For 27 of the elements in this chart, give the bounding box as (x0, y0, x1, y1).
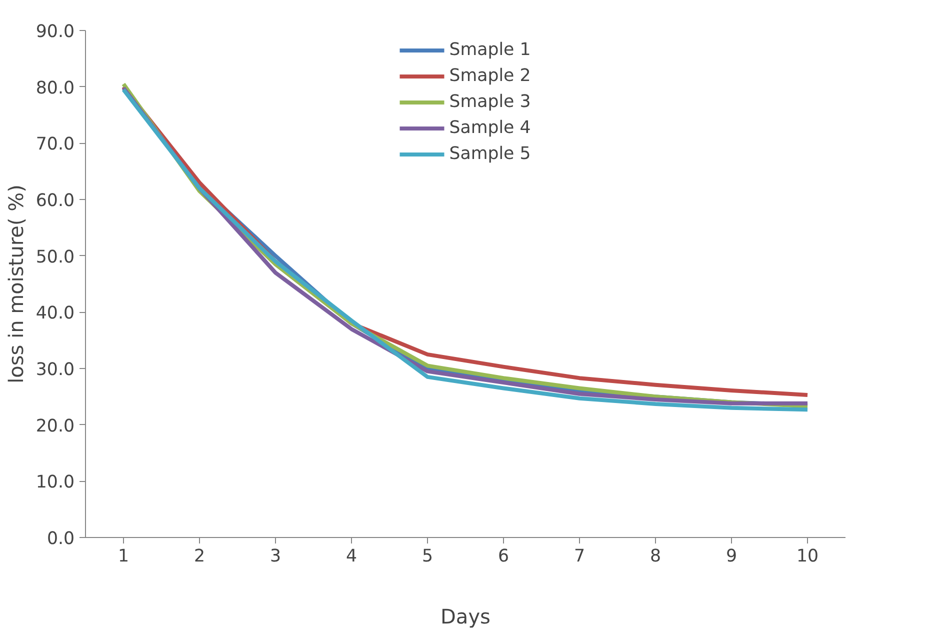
legend-label: Smaple 2 (449, 66, 531, 86)
x-tick-label: 7 (574, 546, 586, 566)
x-tick-label: 3 (270, 546, 282, 566)
y-tick-label: 20.0 (36, 416, 75, 436)
x-tick-label: 4 (346, 546, 358, 566)
y-tick-label: 0.0 (46, 529, 75, 549)
y-tick-label: 60.0 (36, 191, 75, 211)
x-tick-label: 10 (796, 546, 819, 566)
legend-label: Smaple 3 (449, 92, 531, 112)
y-tick-label: 10.0 (36, 472, 75, 493)
x-tick-label: 8 (650, 546, 662, 566)
x-axis-title: Days (440, 604, 490, 628)
y-axis-title: loss in moisture( %) (4, 184, 28, 384)
x-tick-label: 5 (422, 546, 434, 566)
legend-label: Smaple 1 (449, 40, 531, 60)
x-tick-label: 9 (726, 546, 738, 566)
y-tick-label: 50.0 (36, 247, 75, 268)
x-tick-label: 2 (194, 546, 206, 566)
y-tick-label: 80.0 (36, 78, 75, 98)
legend-label: Sample 5 (449, 144, 531, 164)
y-tick-label: 30.0 (36, 360, 75, 380)
x-tick-label: 1 (118, 546, 130, 566)
legend-label: Sample 4 (449, 118, 531, 138)
y-tick-label: 70.0 (36, 134, 75, 155)
y-tick-label: 40.0 (36, 304, 75, 324)
y-tick-label: 90.0 (36, 22, 75, 42)
x-tick-label: 6 (498, 546, 510, 566)
